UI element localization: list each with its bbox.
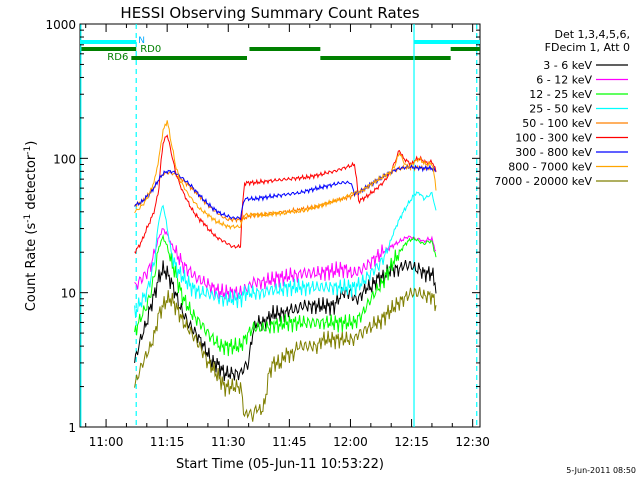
legend-label: 6 - 12 keV	[536, 74, 592, 87]
y-label-end: )	[24, 141, 39, 146]
series-lines	[134, 120, 437, 422]
legend-label: 800 - 7000 keV	[508, 161, 592, 174]
x-tick-label: 12:00	[333, 435, 368, 449]
legend-label: 300 - 800 keV	[515, 146, 592, 159]
chart-title: HESSI Observing Summary Count Rates	[120, 4, 419, 22]
rd6-label: RD6	[107, 52, 128, 63]
y-label-sup2: -1	[23, 146, 33, 155]
legend: Det 1,3,4,5,6, FDecim 1, Att 0 3 - 6 keV…	[494, 28, 630, 188]
x-tick-label: 12:15	[394, 435, 429, 449]
attenuator-bars: RD0 RD6 N	[80, 36, 480, 63]
legend-header-1: Det 1,3,4,5,6,	[554, 28, 630, 41]
y-label-sup1: -1	[23, 214, 33, 223]
y-axis-label: Count Rate (s-1 detector-1)	[23, 141, 39, 312]
legend-header-2: FDecim 1, Att 0	[545, 41, 630, 54]
y-tick-label: 100	[53, 152, 76, 166]
state-change-lines	[80, 24, 478, 427]
timestamp: 5-Jun-2011 08:50	[566, 466, 636, 475]
legend-label: 50 - 100 keV	[522, 117, 592, 130]
x-tick-label: 11:00	[89, 435, 124, 449]
x-tick-label: 11:30	[211, 435, 246, 449]
legend-label: 100 - 300 keV	[515, 132, 592, 145]
y-axis: 1 10 100 1000	[45, 18, 480, 435]
x-tick-label: 11:45	[272, 435, 307, 449]
plot-frame	[79, 23, 481, 428]
series-line	[134, 191, 437, 318]
y-tick-label: 1	[68, 421, 76, 435]
series-line	[134, 233, 437, 357]
series-line	[134, 120, 437, 230]
x-tick-label: 12:30	[455, 435, 490, 449]
y-tick-label: 1000	[45, 18, 76, 32]
n-label: N	[138, 36, 145, 46]
x-axis-label: Start Time (05-Jun-11 10:53:22)	[176, 457, 384, 472]
legend-label: 3 - 6 keV	[543, 59, 592, 72]
rd0-label: RD0	[140, 44, 161, 55]
y-tick-label: 10	[61, 287, 76, 301]
x-tick-label: 11:15	[150, 435, 185, 449]
series-line	[134, 163, 437, 224]
y-label-mid: detector	[24, 154, 39, 214]
series-line	[134, 134, 437, 255]
y-label-main: Count Rate (s	[24, 223, 39, 312]
legend-label: 12 - 25 keV	[529, 88, 592, 101]
x-axis: 11:00 11:15 11:30 11:45 12:00 12:15 12:30	[85, 24, 490, 449]
legend-label: 25 - 50 keV	[529, 103, 592, 116]
series-line	[134, 287, 437, 422]
legend-label: 7000 - 20000 keV	[494, 175, 592, 188]
series-line	[134, 259, 437, 382]
